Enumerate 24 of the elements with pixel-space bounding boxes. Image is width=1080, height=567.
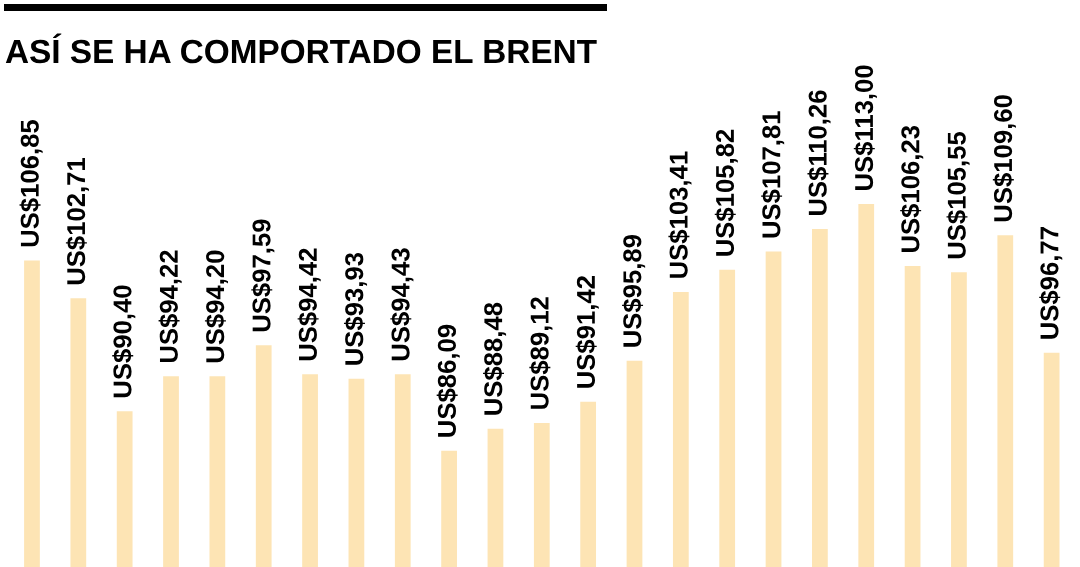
data-label: US$107,81 [761,111,785,238]
data-label: US$94,20 [204,250,228,363]
data-label: US$109,60 [992,95,1016,222]
data-label: US$93,93 [343,252,368,365]
data-label: US$94,22 [158,250,182,363]
data-label: US$97,59 [251,219,275,332]
data-label: US$90,40 [112,285,136,398]
data-label: US$105,55 [946,131,970,259]
data-label: US$106,23 [900,125,924,253]
data-label: US$88,48 [483,302,507,415]
data-label: US$91,42 [575,276,599,388]
data-label: US$96,77 [1039,227,1063,339]
data-label: US$89,12 [529,297,553,409]
chart-title: ASÍ SE HA COMPORTADO EL BRENT [5,33,597,64]
data-label: US$106,85 [19,120,43,247]
data-label: US$103,41 [668,151,692,278]
data-label: US$113,00 [853,65,877,190]
data-label: US$102,71 [65,157,89,285]
data-label: US$94,42 [297,248,321,361]
data-label: US$105,82 [714,129,738,256]
data-label: US$94,43 [390,248,414,361]
data-label: US$110,26 [807,90,831,216]
data-label: US$86,09 [436,324,460,437]
data-label: US$95,89 [622,235,646,347]
